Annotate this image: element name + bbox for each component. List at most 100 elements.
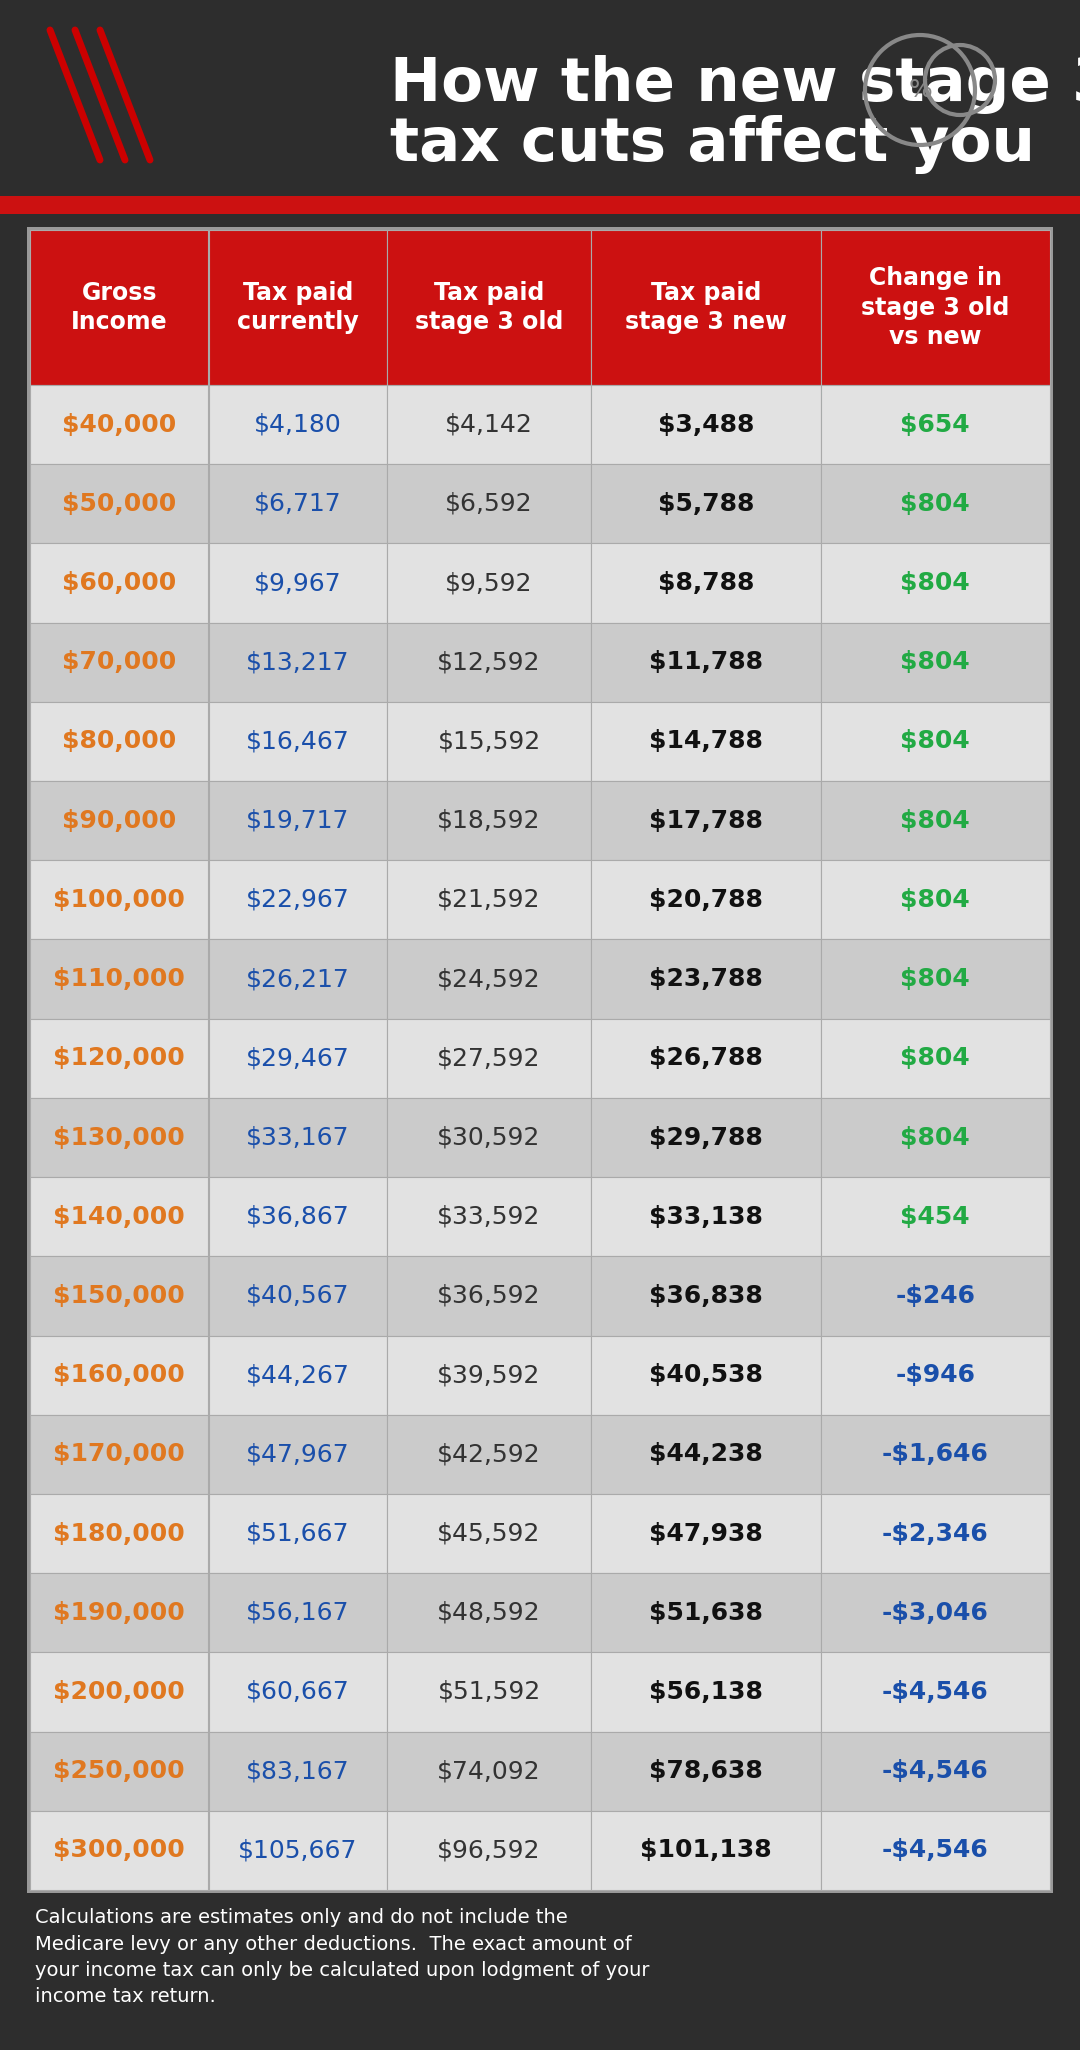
- Text: $160,000: $160,000: [53, 1363, 185, 1388]
- Text: $804: $804: [901, 888, 970, 912]
- Text: $804: $804: [901, 1125, 970, 1150]
- Text: $110,000: $110,000: [53, 968, 185, 990]
- Text: $21,592: $21,592: [437, 888, 541, 912]
- Text: $150,000: $150,000: [53, 1283, 185, 1308]
- Text: $804: $804: [901, 968, 970, 990]
- Text: tax cuts affect you: tax cuts affect you: [390, 115, 1035, 174]
- Text: $60,667: $60,667: [246, 1679, 350, 1704]
- Text: $130,000: $130,000: [53, 1125, 185, 1150]
- Text: $804: $804: [901, 730, 970, 754]
- Text: $74,092: $74,092: [437, 1759, 541, 1784]
- Text: $18,592: $18,592: [437, 808, 541, 832]
- Text: $39,592: $39,592: [437, 1363, 541, 1388]
- Text: $11,788: $11,788: [649, 650, 762, 674]
- Text: $51,667: $51,667: [246, 1521, 350, 1546]
- Text: -$3,046: -$3,046: [881, 1601, 988, 1626]
- Text: $70,000: $70,000: [63, 650, 176, 674]
- Text: $804: $804: [901, 572, 970, 594]
- Text: $15,592: $15,592: [437, 730, 541, 754]
- Text: $56,138: $56,138: [649, 1679, 762, 1704]
- Text: $80,000: $80,000: [63, 730, 176, 754]
- Text: $40,567: $40,567: [246, 1283, 350, 1308]
- Text: $14,788: $14,788: [649, 730, 762, 754]
- Text: $804: $804: [901, 1046, 970, 1070]
- Text: Tax paid
stage 3 new: Tax paid stage 3 new: [625, 281, 786, 334]
- Text: $29,788: $29,788: [649, 1125, 762, 1150]
- Text: $6,717: $6,717: [254, 492, 341, 517]
- Text: $36,867: $36,867: [246, 1205, 350, 1228]
- Text: $22,967: $22,967: [246, 888, 350, 912]
- Text: $105,667: $105,667: [238, 1839, 357, 1861]
- Text: $17,788: $17,788: [649, 808, 762, 832]
- Text: $29,467: $29,467: [246, 1046, 350, 1070]
- Text: $101,138: $101,138: [640, 1839, 771, 1861]
- Text: $33,592: $33,592: [437, 1205, 541, 1228]
- Text: $44,267: $44,267: [246, 1363, 350, 1388]
- Text: $120,000: $120,000: [53, 1046, 185, 1070]
- Text: How the new stage 3: How the new stage 3: [390, 55, 1080, 115]
- Text: $36,592: $36,592: [437, 1283, 541, 1308]
- Text: Tax paid
currently: Tax paid currently: [237, 281, 359, 334]
- Text: $20,788: $20,788: [649, 888, 762, 912]
- Text: $804: $804: [901, 808, 970, 832]
- Text: $30,592: $30,592: [437, 1125, 541, 1150]
- Text: $33,167: $33,167: [246, 1125, 350, 1150]
- Text: $47,938: $47,938: [649, 1521, 762, 1546]
- Text: $48,592: $48,592: [437, 1601, 541, 1626]
- Text: -$246: -$246: [895, 1283, 975, 1308]
- Text: $44,238: $44,238: [649, 1443, 762, 1466]
- Text: $23,788: $23,788: [649, 968, 762, 990]
- Text: $96,592: $96,592: [437, 1839, 541, 1861]
- Text: -$4,546: -$4,546: [882, 1679, 988, 1704]
- Text: -$4,546: -$4,546: [882, 1759, 988, 1784]
- Text: $19,717: $19,717: [246, 808, 350, 832]
- Text: $3,488: $3,488: [658, 412, 754, 437]
- Text: $170,000: $170,000: [53, 1443, 185, 1466]
- Text: -$4,546: -$4,546: [882, 1839, 988, 1861]
- Text: $16,467: $16,467: [246, 730, 350, 754]
- Text: $42,592: $42,592: [437, 1443, 541, 1466]
- Text: $5,788: $5,788: [658, 492, 754, 517]
- Text: $804: $804: [901, 492, 970, 517]
- Text: $4,180: $4,180: [254, 412, 341, 437]
- Text: $140,000: $140,000: [53, 1205, 185, 1228]
- Text: $454: $454: [901, 1205, 970, 1228]
- Text: $36,838: $36,838: [649, 1283, 762, 1308]
- Text: $300,000: $300,000: [53, 1839, 185, 1861]
- Text: $200,000: $200,000: [53, 1679, 185, 1704]
- Text: Calculations are estimates only and do not include the
Medicare levy or any othe: Calculations are estimates only and do n…: [35, 1909, 649, 2007]
- Text: Gross
Income: Gross Income: [71, 281, 167, 334]
- Text: $27,592: $27,592: [437, 1046, 541, 1070]
- Text: $50,000: $50,000: [63, 492, 176, 517]
- Text: $83,167: $83,167: [246, 1759, 350, 1784]
- Text: $6,592: $6,592: [445, 492, 532, 517]
- Text: $4,142: $4,142: [445, 412, 532, 437]
- Text: -$2,346: -$2,346: [882, 1521, 988, 1546]
- Text: $60,000: $60,000: [63, 572, 176, 594]
- Text: $26,788: $26,788: [649, 1046, 762, 1070]
- Text: $78,638: $78,638: [649, 1759, 762, 1784]
- Text: -$1,646: -$1,646: [881, 1443, 988, 1466]
- Text: -$946: -$946: [895, 1363, 975, 1388]
- Text: $654: $654: [901, 412, 970, 437]
- Text: Change in
stage 3 old
vs new: Change in stage 3 old vs new: [861, 266, 1010, 348]
- Text: $9,592: $9,592: [445, 572, 532, 594]
- Text: $51,638: $51,638: [649, 1601, 762, 1626]
- Text: $40,538: $40,538: [649, 1363, 762, 1388]
- Text: $47,967: $47,967: [246, 1443, 350, 1466]
- Text: $13,217: $13,217: [246, 650, 350, 674]
- Text: $100,000: $100,000: [53, 888, 185, 912]
- Text: $51,592: $51,592: [437, 1679, 541, 1704]
- Text: Tax paid
stage 3 old: Tax paid stage 3 old: [415, 281, 563, 334]
- Text: $26,217: $26,217: [246, 968, 350, 990]
- Text: $9,967: $9,967: [254, 572, 341, 594]
- Text: $180,000: $180,000: [53, 1521, 185, 1546]
- Text: %: %: [908, 78, 932, 102]
- Text: $90,000: $90,000: [63, 808, 176, 832]
- Text: $56,167: $56,167: [246, 1601, 350, 1626]
- Text: $8,788: $8,788: [658, 572, 754, 594]
- Text: $250,000: $250,000: [53, 1759, 185, 1784]
- Text: $24,592: $24,592: [437, 968, 541, 990]
- Text: $804: $804: [901, 650, 970, 674]
- Text: $190,000: $190,000: [53, 1601, 185, 1626]
